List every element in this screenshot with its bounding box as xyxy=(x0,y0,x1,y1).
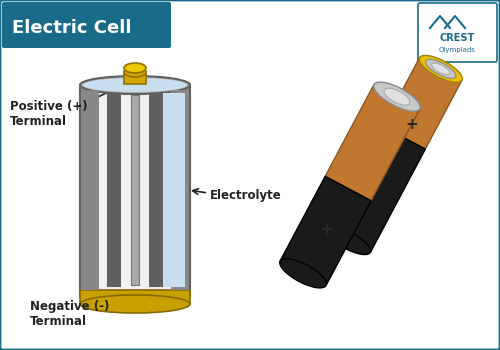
Ellipse shape xyxy=(419,55,463,82)
Bar xyxy=(163,93,185,287)
FancyBboxPatch shape xyxy=(418,3,497,62)
Bar xyxy=(328,126,426,252)
Bar xyxy=(124,72,146,84)
Text: +: + xyxy=(320,222,333,237)
Ellipse shape xyxy=(432,63,450,75)
Bar xyxy=(149,93,163,287)
Bar xyxy=(171,90,189,290)
Text: Positive (+)
Terminal: Positive (+) Terminal xyxy=(10,100,88,128)
Text: Electric Cell: Electric Cell xyxy=(12,19,132,37)
Bar xyxy=(280,176,371,286)
Ellipse shape xyxy=(124,63,146,73)
FancyBboxPatch shape xyxy=(2,2,171,48)
Ellipse shape xyxy=(80,295,190,313)
Ellipse shape xyxy=(80,286,190,304)
Ellipse shape xyxy=(384,88,410,105)
Ellipse shape xyxy=(83,78,187,92)
Bar xyxy=(107,93,121,287)
Text: +: + xyxy=(405,117,418,132)
Ellipse shape xyxy=(124,67,146,77)
Text: Electrolyte: Electrolyte xyxy=(210,189,282,202)
Bar xyxy=(80,290,190,304)
Bar xyxy=(81,90,99,290)
Text: CREST: CREST xyxy=(440,33,474,43)
Bar xyxy=(80,85,190,295)
Bar xyxy=(383,58,462,149)
Ellipse shape xyxy=(80,76,190,94)
Ellipse shape xyxy=(328,228,371,254)
Bar xyxy=(131,95,139,285)
Ellipse shape xyxy=(280,259,326,288)
Ellipse shape xyxy=(374,82,420,111)
Bar xyxy=(325,84,420,201)
Ellipse shape xyxy=(426,60,456,78)
Bar xyxy=(92,90,178,290)
Text: Negative (-)
Terminal: Negative (-) Terminal xyxy=(30,300,110,328)
Text: Olympiads: Olympiads xyxy=(438,47,476,53)
